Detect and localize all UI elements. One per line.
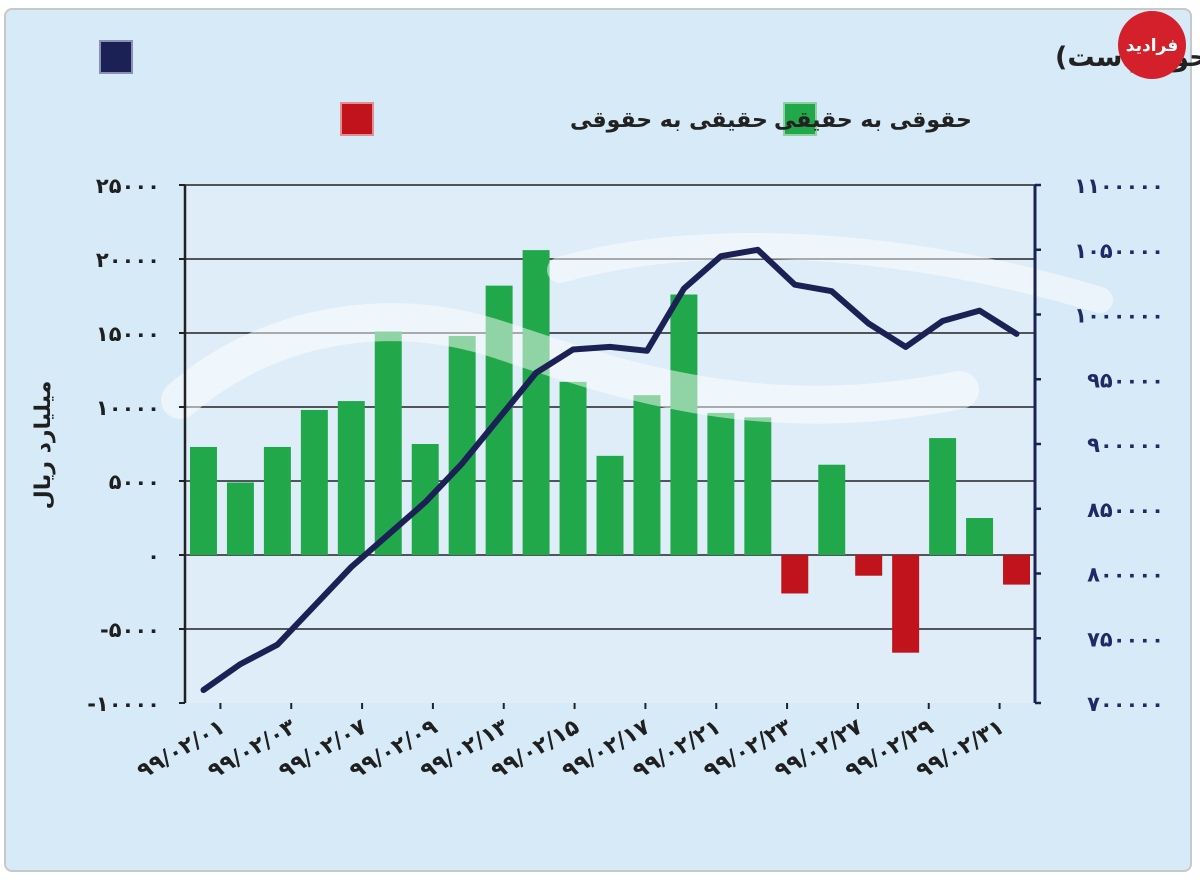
watermark-stroke [161,303,979,424]
right-tick-label: ۸۵۰۰۰۰ [1087,498,1164,522]
index-line-layer [200,246,1020,693]
y-axis-label: میلیارد ریال [31,381,56,510]
bar [263,446,291,555]
bar [855,555,883,576]
bar [929,438,957,555]
right-tick-label: ۹۵۰۰۰۰ [1087,368,1164,392]
bar [189,446,217,555]
index-line [200,246,1020,693]
logo-text: فرادید [1126,36,1178,56]
bar [559,381,587,555]
watermark [161,233,1113,424]
watermark-stroke-2 [547,233,1113,313]
bar [966,518,994,555]
left-tick-label: ۱۵۰۰۰ [96,322,160,346]
legend-label-green: حقوقی به حقیقی [774,108,972,133]
left-tick-label: ۵۰۰۰ [109,470,160,494]
right-tick-label: ۷۰۰۰۰۰ [1087,692,1164,716]
bar [781,555,809,594]
bar [337,401,365,555]
bar [670,294,698,555]
bar [596,455,624,555]
left-tick-label: -۵۰۰۰ [100,618,160,642]
right-tick-label: ۷۵۰۰۰۰ [1087,627,1164,651]
bar [892,555,920,653]
right-tick-label: ۱۱۰۰۰۰۰ [1074,174,1164,198]
bar [448,335,476,555]
right-tick-label: ۹۰۰۰۰۰ [1087,433,1164,457]
bar [300,409,328,555]
bar [226,482,254,555]
left-tick-label: ۲۰۰۰۰ [96,248,160,272]
bar [707,412,735,555]
ticks: -۱۰۰۰۰ -۵۰۰۰ ۰ ۵۰۰۰ ۱۰۰۰۰ ۱۵۰۰۰ ۲۰۰۰۰ ۲۵۰۰۰ ۷۰۰۰… [87,174,1164,785]
left-tick-label: ۰ [147,544,160,568]
left-tick-label: ۱۰۰۰۰ [96,396,160,420]
bar [374,331,402,555]
right-tick-label: ۱۰۵۰۰۰۰ [1074,239,1164,263]
logo: فرادید [1118,11,1186,79]
logo-circle [1118,11,1186,79]
bar [633,395,661,555]
right-tick-label: ۱۰۰۰۰۰۰ [1074,304,1164,328]
bar [744,417,772,555]
left-tick-label: -۱۰۰۰۰ [87,692,160,716]
bar [522,250,550,555]
legend-swatch-red [340,102,374,136]
left-tick-label: ۲۵۰۰۰ [96,174,160,198]
bar [818,464,846,555]
legend-swatch-index [99,40,133,74]
legend-label-red: حقیقی به حقوقی [570,108,768,133]
bar [1003,555,1031,585]
right-tick-label: ۸۰۰۰۰۰ [1087,563,1164,587]
legend-swatch-green [783,102,817,136]
